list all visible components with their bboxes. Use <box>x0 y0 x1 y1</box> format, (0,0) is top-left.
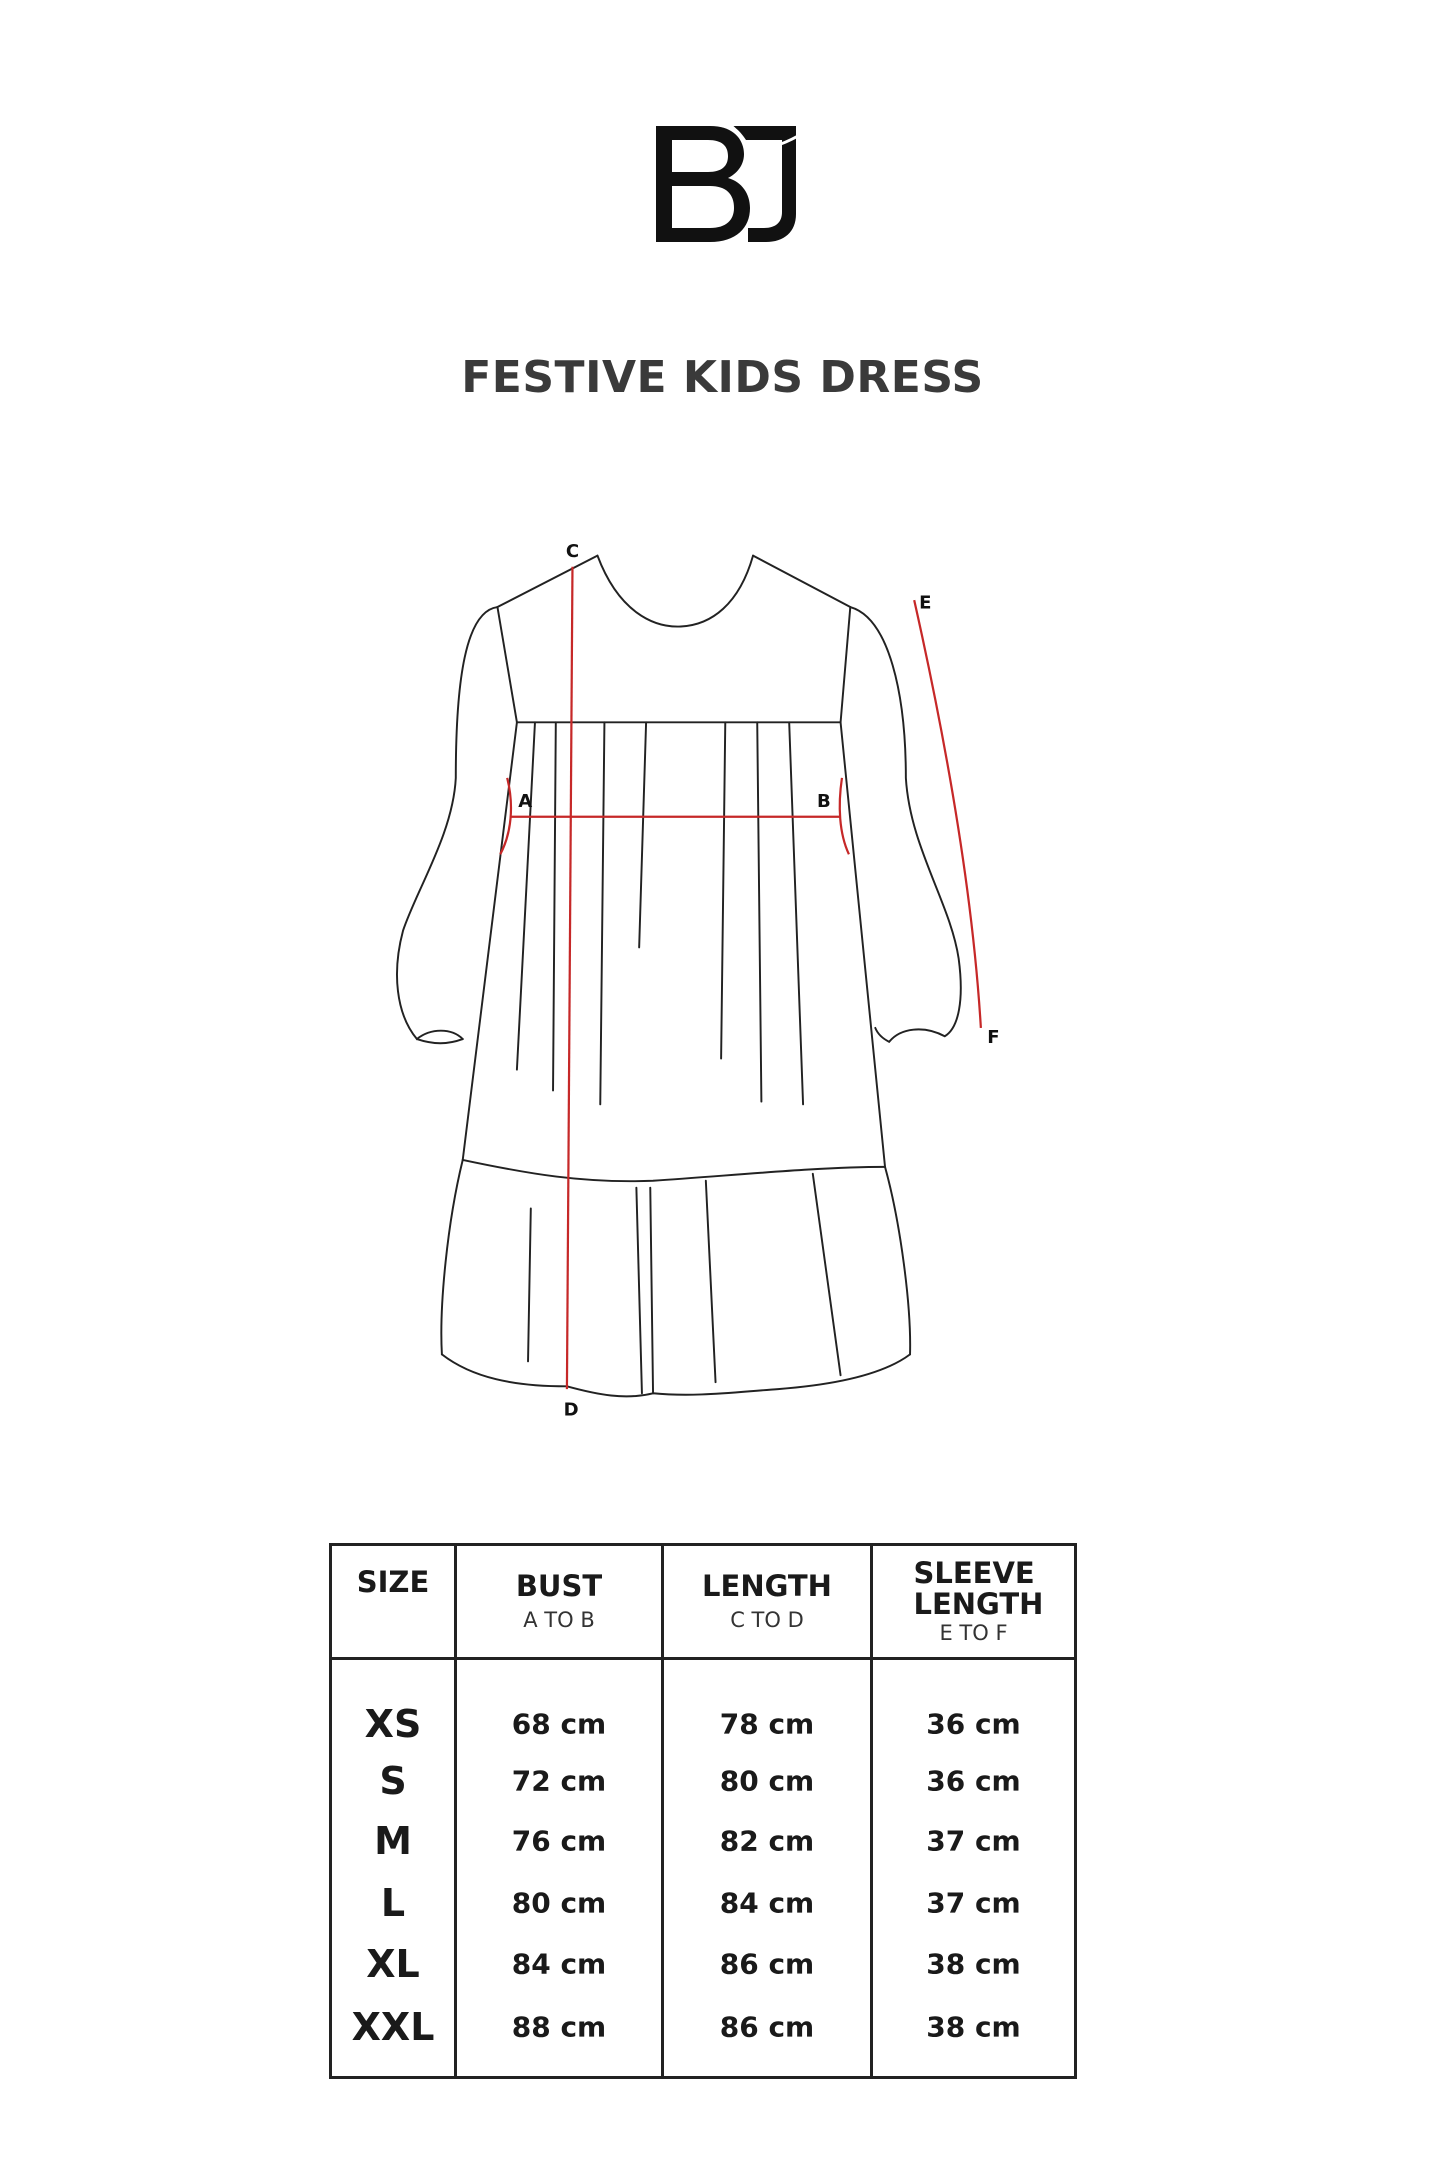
right-shoulder <box>752 554 852 609</box>
header-sublabel: C TO D <box>730 1608 804 1632</box>
header-length: LENGTH C TO D <box>664 1546 870 1657</box>
header-bust: BUST A TO B <box>457 1546 661 1657</box>
skirt-right <box>884 1165 912 1356</box>
column-divider <box>870 1546 873 2076</box>
bust-marker-a <box>499 777 513 855</box>
sleeve-cell: 37 cm <box>926 1824 1021 1858</box>
size-cell: S <box>379 1759 407 1803</box>
header-label: BUST <box>515 1569 603 1603</box>
pleats <box>515 721 842 1395</box>
column-divider <box>454 1546 457 2076</box>
bust-cell: 88 cm <box>511 2010 607 2044</box>
size-cell: M <box>374 1819 412 1863</box>
yoke-left <box>496 606 518 724</box>
right-bodice-side <box>839 721 886 1168</box>
label-a: A <box>518 791 532 812</box>
header-sublabel: E TO F <box>939 1620 1008 1645</box>
label-c: C <box>566 541 579 562</box>
right-sleeve <box>849 606 962 1044</box>
waist-seam <box>461 1158 886 1183</box>
bust-cell: 68 cm <box>511 1707 607 1741</box>
length-cell: 80 cm <box>719 1764 815 1798</box>
left-cuff <box>415 1038 464 1045</box>
dress-outline <box>396 554 962 1398</box>
sleeve-cell: 37 cm <box>926 1886 1021 1920</box>
page-title: FESTIVE KIDS DRESS <box>461 352 984 403</box>
length-cell: 86 cm <box>719 1947 815 1981</box>
yoke-right <box>839 606 852 724</box>
measurement-lines <box>499 566 982 1390</box>
length-cell: 84 cm <box>719 1886 815 1920</box>
size-cell: XS <box>364 1702 422 1746</box>
bust-cell: 84 cm <box>511 1947 607 1981</box>
label-e: E <box>919 592 931 613</box>
size-cell: L <box>380 1881 406 1925</box>
header-divider <box>332 1657 1074 1660</box>
size-cell: XL <box>366 1942 420 1986</box>
left-bodice-side <box>461 721 518 1161</box>
column-divider <box>661 1546 664 2076</box>
header-sublabel: A TO B <box>523 1608 595 1632</box>
sleeve-cell: 36 cm <box>926 1764 1021 1798</box>
header-label: SIZE <box>356 1565 430 1599</box>
sleeve-cell: 38 cm <box>926 1947 1021 1981</box>
brand-logo <box>656 122 799 242</box>
length-line-c-to-d <box>565 566 574 1390</box>
header-size: SIZE <box>332 1546 454 1657</box>
bust-cell: 72 cm <box>511 1764 607 1798</box>
length-cell: 78 cm <box>719 1707 815 1741</box>
header-label: LENGTH <box>702 1569 832 1603</box>
neckline <box>596 554 755 628</box>
sleeve-cell: 38 cm <box>926 2010 1021 2044</box>
length-cell: 86 cm <box>719 2010 815 2044</box>
label-d: D <box>564 1399 579 1420</box>
sleeve-line-e-to-f <box>913 599 982 1029</box>
header-label: SLEEVE LENGTH <box>913 1555 1044 1621</box>
size-chart-table: SIZE BUST A TO B LENGTH C TO D SLEEVE LE… <box>329 1543 1077 2079</box>
skirt-left <box>440 1158 464 1356</box>
bust-cell: 76 cm <box>511 1824 607 1858</box>
left-sleeve <box>396 606 499 1041</box>
left-shoulder <box>496 554 599 609</box>
label-f: F <box>987 1027 999 1048</box>
bust-cell: 80 cm <box>511 1886 607 1920</box>
header-sleeve-length: SLEEVE LENGTH E TO F <box>873 1546 1074 1657</box>
label-b: B <box>817 791 831 812</box>
size-cell: XXL <box>351 2005 435 2049</box>
sleeve-cell: 36 cm <box>926 1707 1021 1741</box>
bust-marker-b <box>838 777 850 855</box>
length-cell: 82 cm <box>719 1824 815 1858</box>
